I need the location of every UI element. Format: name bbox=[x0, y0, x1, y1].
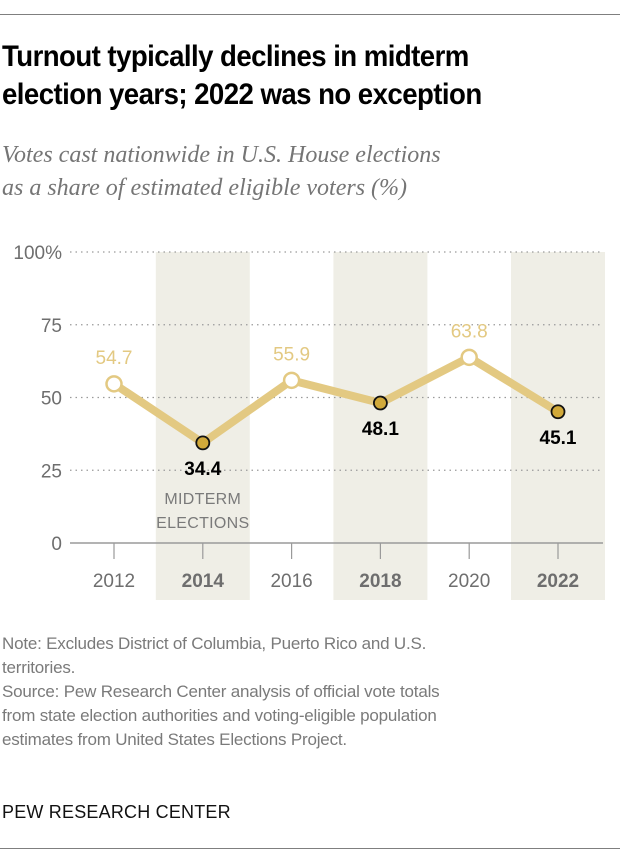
x-tick-label-2016: 2016 bbox=[270, 571, 312, 592]
y-axis-ticks: 0 25 50 75 100% bbox=[13, 243, 62, 555]
y-tick-label-0: 0 bbox=[51, 534, 62, 555]
marker-2020 bbox=[460, 348, 478, 367]
top-rule bbox=[0, 14, 620, 15]
midterm-band-2018 bbox=[333, 252, 428, 600]
x-tick-label-2012: 2012 bbox=[93, 571, 135, 592]
data-labels: 54.7 34.4 55.9 48.1 63.8 45.1 bbox=[96, 321, 577, 480]
y-tick-label-50: 50 bbox=[41, 389, 62, 410]
marker-2016 bbox=[282, 371, 301, 390]
midterm-band-2022 bbox=[511, 252, 605, 600]
source-line-3: estimates from United States Elections P… bbox=[2, 730, 347, 749]
data-markers bbox=[105, 348, 566, 451]
note-line-1: Note: Excludes District of Columbia, Pue… bbox=[2, 634, 427, 653]
y-tick-label-75: 75 bbox=[41, 316, 62, 337]
x-tick-label-2020: 2020 bbox=[448, 571, 490, 592]
annotation-line-2: ELECTIONS bbox=[156, 515, 249, 532]
y-tick-label-25: 25 bbox=[41, 461, 62, 482]
data-label-2022: 45.1 bbox=[540, 428, 577, 449]
data-label-2014: 34.4 bbox=[184, 459, 221, 480]
note-line-2: territories. bbox=[2, 658, 76, 677]
data-label-2016: 55.9 bbox=[273, 344, 310, 365]
chart-subtitle-line-1: Votes cast nationwide in U.S. House elec… bbox=[2, 142, 441, 168]
data-label-2018: 48.1 bbox=[362, 419, 399, 440]
turnout-line bbox=[110, 353, 562, 447]
line-chart: 0 25 50 75 100% 2012 2014 2016 2018 2020 2022 54.… bbox=[13, 243, 605, 600]
x-axis: 2012 2014 2016 2018 2020 2022 bbox=[70, 542, 603, 592]
source-line-1: Source: Pew Research Center analysis of … bbox=[2, 682, 440, 701]
data-label-2020: 63.8 bbox=[451, 321, 488, 342]
annotation-line-1: MIDTERM bbox=[164, 491, 241, 508]
midterm-annotation: MIDTERM ELECTIONS bbox=[156, 491, 249, 532]
marker-2018 bbox=[372, 395, 388, 411]
source-line-2: from state election authorities and voti… bbox=[2, 706, 437, 725]
chart-title-line-2: election years; 2022 was no exception bbox=[2, 78, 482, 111]
chart-title: Turnout typically declines in midterm el… bbox=[2, 38, 618, 114]
midterm-bands bbox=[155, 252, 605, 600]
y-tick-label-100: 100% bbox=[13, 243, 62, 264]
x-tick-label-2022: 2022 bbox=[537, 571, 579, 592]
marker-2012 bbox=[105, 375, 123, 393]
x-tick-label-2018: 2018 bbox=[359, 571, 401, 592]
marker-2014 bbox=[195, 435, 211, 451]
notes: Note: Excludes District of Columbia, Pue… bbox=[2, 632, 617, 752]
chart-subtitle-line-2: as a share of estimated eligible voters … bbox=[2, 175, 408, 201]
marker-2022 bbox=[550, 404, 566, 420]
series-line bbox=[110, 353, 562, 447]
bottom-rule bbox=[0, 848, 620, 849]
chart-title-line-1: Turnout typically declines in midterm bbox=[2, 40, 469, 73]
chart-subtitle: Votes cast nationwide in U.S. House elec… bbox=[2, 139, 617, 205]
data-label-2012: 54.7 bbox=[96, 348, 133, 369]
x-tick-label-2014: 2014 bbox=[182, 571, 225, 592]
gridlines bbox=[70, 251, 603, 471]
credit-text: PEW RESEARCH CENTER bbox=[2, 802, 231, 822]
